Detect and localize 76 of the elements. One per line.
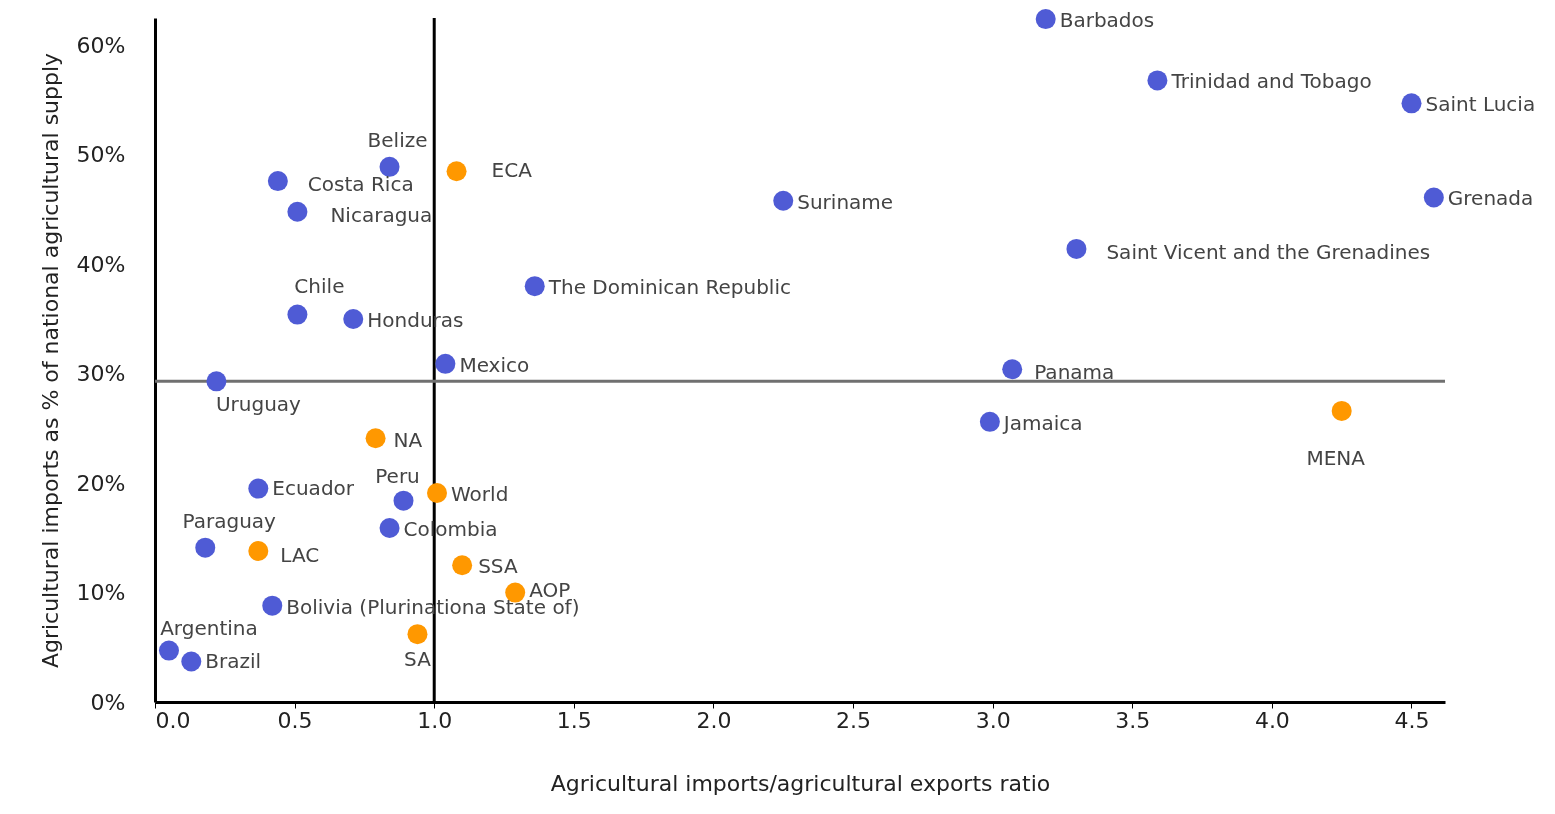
y-tick-label: 40%: [76, 251, 126, 277]
point: [206, 371, 227, 392]
y-tick-label: 0%: [90, 689, 126, 715]
point: [181, 651, 202, 672]
point: [427, 482, 448, 503]
point: [1331, 400, 1352, 421]
point: [262, 595, 283, 616]
annotation: The Dominican Republic: [547, 275, 791, 300]
annotation: MENA: [1306, 445, 1366, 470]
x-tick-label: 4.5: [1394, 707, 1430, 733]
annotation: Jamaica: [1001, 410, 1083, 435]
point: [1423, 187, 1444, 208]
point: [287, 304, 308, 325]
annotation: World: [451, 481, 509, 506]
point: [1401, 93, 1422, 114]
annotation: Ecuador: [272, 475, 355, 500]
annotation: Mexico: [459, 352, 530, 377]
annotation: Panama: [1034, 360, 1115, 385]
point: [379, 156, 400, 177]
annotation: Paraguay: [182, 508, 277, 533]
annotation: Peru: [375, 463, 420, 488]
annotation: Argentina: [160, 615, 258, 640]
x-tick-label: 4.0: [1254, 707, 1290, 733]
point: [979, 411, 1000, 432]
annotation: SA: [404, 647, 432, 672]
point: [1035, 9, 1056, 30]
point: [407, 624, 428, 645]
point: [248, 478, 269, 499]
point: [365, 428, 386, 449]
point: [343, 308, 364, 329]
x-tick-label: 0.0: [155, 707, 191, 733]
y-axis-title: Agricultural imports as % of national agricultural supply: [37, 52, 63, 669]
point: [393, 490, 414, 511]
y-tick-label: 30%: [76, 361, 126, 387]
point: [435, 353, 456, 374]
annotation: Belize: [367, 127, 428, 152]
point: [1147, 70, 1168, 91]
point: [158, 640, 179, 661]
annotation: Grenada: [1447, 186, 1534, 211]
point: [195, 537, 216, 558]
point: [452, 555, 473, 576]
annotation: Saint Lucia: [1425, 92, 1536, 117]
y-tick-label: 10%: [76, 580, 126, 606]
annotation: SSA: [478, 554, 518, 579]
y-tick-label: 50%: [76, 142, 126, 168]
annotation: Brazil: [205, 648, 262, 673]
y-tick-label: 20%: [76, 470, 126, 496]
annotation: ECA: [491, 158, 533, 183]
x-axis-title: Agricultural imports/agricultural exports ratio: [550, 770, 1051, 796]
x-tick-label: 2.5: [836, 707, 872, 733]
x-tick-label: 2.0: [696, 707, 732, 733]
x-tick-label: 1.0: [417, 707, 453, 733]
annotation: Trinidad and Tobago: [1170, 69, 1372, 94]
annotation: Chile: [294, 273, 345, 298]
annotation: Nicaragua: [330, 202, 433, 227]
point: [446, 161, 467, 182]
point: [773, 190, 794, 211]
point: [287, 201, 308, 222]
annotation: LAC: [280, 542, 320, 567]
point: [248, 540, 269, 561]
point: [379, 518, 400, 538]
x-tick-label: 3.5: [1115, 707, 1151, 733]
x-tick-label: 3.0: [975, 707, 1011, 733]
x-tick-label: 1.5: [556, 707, 592, 733]
point: [267, 171, 288, 192]
y-tick-label: 60%: [76, 32, 126, 58]
annotation: Uruguay: [215, 392, 302, 417]
x-tick-label: 0.5: [277, 707, 313, 733]
annotation: Barbados: [1059, 8, 1155, 33]
annotation: Saint Vicent and the Grenadines: [1106, 239, 1431, 264]
point: [1002, 359, 1023, 380]
annotation: Suriname: [797, 189, 894, 214]
point: [1066, 238, 1087, 259]
point: [524, 276, 545, 297]
annotation: Costa Rica: [307, 172, 414, 197]
annotation: NA: [393, 428, 423, 453]
